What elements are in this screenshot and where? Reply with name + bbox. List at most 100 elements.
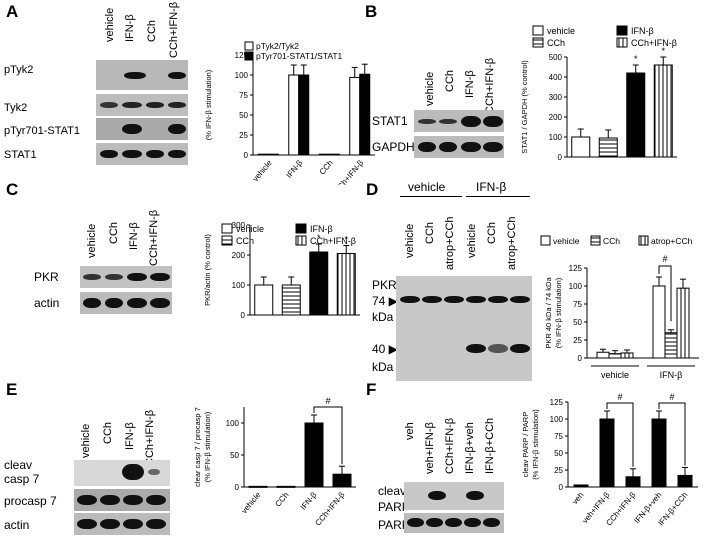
bar <box>599 418 615 488</box>
legend-label: atrop+CCh <box>651 236 693 246</box>
col-label: IFN-β <box>128 222 140 250</box>
col-label: CCh <box>102 421 114 444</box>
blot-pkr-c <box>80 266 172 288</box>
y-axis-label: PKR/actin (% control) <box>203 234 212 306</box>
row-label: STAT1 <box>4 149 37 161</box>
col-label: veh+IFN-β <box>424 422 436 474</box>
group-line <box>466 196 530 197</box>
x-tick-label: IFN-β <box>299 490 319 512</box>
blot-stat1-b <box>414 110 504 132</box>
significance-bracket <box>658 402 686 466</box>
panel-label-d: D <box>366 180 379 199</box>
group-label: vehicle <box>408 180 446 194</box>
y-axis-label: (% IFN-β stimulation) <box>554 277 563 348</box>
row-label: kDa <box>372 360 394 374</box>
row-label: 40 ▶ <box>372 342 398 356</box>
bar <box>653 64 673 158</box>
y-tick-label: 100 <box>232 281 246 290</box>
y-tick-label: 25 <box>573 336 582 345</box>
legend-swatch <box>244 51 254 61</box>
chart-c: 0 100 200 300 PKR/actin (% control) * * vehicle… <box>203 221 360 320</box>
bar <box>304 422 324 488</box>
bar <box>651 418 667 488</box>
bar <box>248 485 268 488</box>
row-label: cleav <box>4 458 33 472</box>
x-tick-label: IFN-β <box>660 370 683 380</box>
row-label: procasp 7 <box>4 494 57 508</box>
y-tick-label: 400 <box>549 73 563 82</box>
blot-parp <box>404 513 504 533</box>
col-label: veh <box>404 422 416 440</box>
bar <box>332 473 352 488</box>
bar <box>571 136 591 158</box>
row-label: GAPDH <box>372 140 415 154</box>
x-tick-label: vehicle <box>251 158 274 183</box>
bar <box>309 251 329 316</box>
bar <box>281 284 301 316</box>
group-label: IFN-β <box>476 180 507 194</box>
bar <box>676 287 690 359</box>
x-tick-label: vehicle <box>601 370 629 380</box>
chart-f: 0 25 50 75 100 125 cleav PARP / PARP (% IFN-β s… <box>521 392 698 528</box>
row-label: pTyr701-STAT1 <box>4 125 81 137</box>
x-tick-label: IFN-β <box>284 158 304 180</box>
y-tick-label: 0 <box>558 153 563 162</box>
bar <box>620 352 634 359</box>
significance-mark: * <box>317 233 321 243</box>
legend-swatch <box>532 25 544 36</box>
y-tick-label: 100 <box>549 133 563 142</box>
bar <box>336 253 356 316</box>
y-tick-label: 125 <box>569 264 583 273</box>
row-label: PKR <box>372 278 397 292</box>
bar <box>359 73 371 156</box>
col-label: CCh <box>146 19 158 42</box>
y-tick-label: 50 <box>573 318 582 327</box>
blot-actin-c <box>80 292 172 314</box>
x-tick-label: CCh <box>318 159 335 177</box>
row-label: actin <box>34 296 60 310</box>
col-label: CCh+IFN-β <box>444 417 456 474</box>
y-tick-label: 75 <box>239 91 248 100</box>
y-tick-label: 50 <box>554 449 563 458</box>
bar <box>257 153 269 156</box>
legend-label: CCh+IFN-β <box>310 236 356 246</box>
chart-e: 0 50 100 clear casp 7 / procasp 7 (% IFN-β s… <box>193 396 356 528</box>
panel-label-b: B <box>365 2 378 21</box>
col-label: CCh <box>108 221 120 244</box>
x-tick-label: CCh+IFN-β <box>313 490 346 527</box>
legend-swatch <box>616 25 628 36</box>
row-label: kDa <box>372 310 394 324</box>
y-tick-label: 100 <box>550 415 564 424</box>
legend-swatch <box>295 223 307 234</box>
group-line <box>400 196 462 197</box>
blot-cleav-casp7 <box>74 460 170 486</box>
legend-swatch <box>590 235 601 246</box>
y-tick-label: 75 <box>573 300 582 309</box>
significance-mark: # <box>669 392 674 402</box>
legend-label: CCh <box>236 236 254 246</box>
legend-swatch <box>532 37 544 48</box>
bar <box>318 153 330 156</box>
legend-label: vehicle <box>553 236 580 246</box>
significance-mark: # <box>662 254 667 264</box>
col-label: IFN-β <box>464 70 476 98</box>
legend-label: vehicle <box>547 26 575 36</box>
significance-mark: * <box>634 54 638 64</box>
y-tick-label: 125 <box>550 398 564 407</box>
y-tick-label: 100 <box>569 282 583 291</box>
col-label: vehicle <box>424 71 436 106</box>
row-label: PARP <box>378 500 410 514</box>
y-tick-label: 50 <box>239 111 248 120</box>
col-label: atrop+CCh <box>506 216 518 270</box>
blot-cleav-parp <box>404 482 504 510</box>
row-label: Tyk2 <box>4 102 28 114</box>
legend-label: pTyk2/Tyk2 <box>256 41 299 51</box>
y-tick-label: 200 <box>232 251 246 260</box>
significance-mark: * <box>344 235 348 245</box>
legend-label: CCh <box>547 38 565 48</box>
x-tick-label: veh <box>570 491 585 507</box>
row-label: PKR <box>34 270 59 284</box>
legend-swatch <box>540 235 551 246</box>
col-label: vehicle <box>404 223 416 258</box>
significance-bracket <box>606 402 634 467</box>
